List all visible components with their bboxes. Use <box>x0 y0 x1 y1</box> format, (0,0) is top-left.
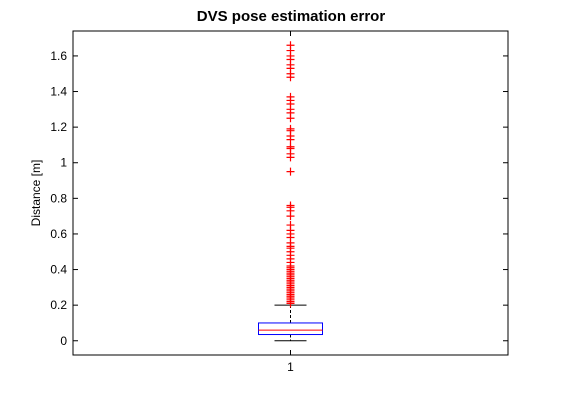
y-axis-ticks: 0 0.2 0.4 0.6 0.8 1 1.2 1.4 1.6 <box>50 49 508 348</box>
y-tick-label: 0.6 <box>50 227 67 241</box>
y-tick-label: 1 <box>60 156 67 170</box>
box-group <box>258 304 323 342</box>
y-tick-label: 0.4 <box>50 263 67 277</box>
interquartile-box <box>258 322 323 336</box>
x-tick-label: 1 <box>287 360 294 374</box>
outlier-point <box>286 124 295 133</box>
chart-title: DVS pose estimation error <box>197 8 386 25</box>
x-axis-ticks: 1 <box>287 31 294 374</box>
y-axis-label: Distance [m] <box>29 160 43 227</box>
outlier-point <box>286 41 295 50</box>
y-tick-label: 1.4 <box>50 85 67 99</box>
y-tick-label: 0.8 <box>50 191 67 205</box>
y-tick-label: 0.2 <box>50 298 67 312</box>
outlier-point <box>286 221 295 230</box>
outlier-point <box>286 142 295 151</box>
outlier-point <box>286 92 295 101</box>
outlier-point <box>286 201 295 210</box>
y-tick-label: 1.6 <box>50 49 67 63</box>
y-tick-label: 1.2 <box>50 120 67 134</box>
y-tick-label: 0 <box>60 334 67 348</box>
outlier-point <box>286 167 295 176</box>
outlier-group <box>286 41 295 308</box>
